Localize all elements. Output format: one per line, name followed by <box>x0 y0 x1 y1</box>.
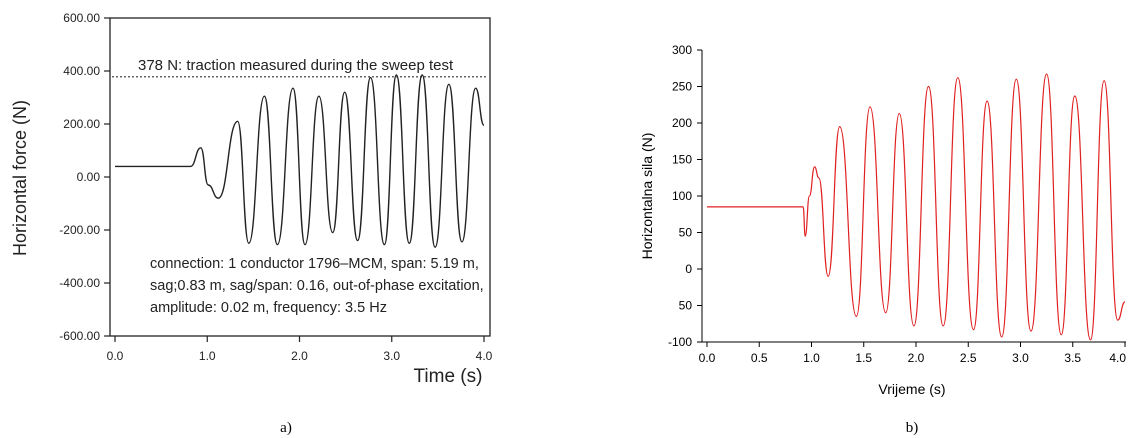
chart-b-y-tick-label: 50 <box>679 226 693 240</box>
panel-label-b: b) <box>906 420 919 436</box>
chart-a-annotation-line-2: sag;0.83 m, sag/span: 0.16, out-of-phase… <box>150 278 484 294</box>
chart-a-y-tick-label: 200.00 <box>63 117 100 131</box>
chart-b-x-ticks: 0.0 0.5 1.0 1.5 2.0 2.5 3.0 3.5 4.0 <box>699 342 1126 365</box>
chart-a-y-tick-label: 600.00 <box>63 11 100 25</box>
chart-a-reference-label: 378 N: traction measured during the swee… <box>138 57 454 74</box>
chart-b-x-tick-label: 2.5 <box>960 351 977 365</box>
chart-b-y-tick-label: 0 <box>685 262 692 276</box>
chart-a-y-tick-label: 0.00 <box>77 170 101 184</box>
chart-a-y-ticks: 600.00 400.00 200.00 0.00 -200.00 -400.00 -600… <box>59 11 110 343</box>
chart-b-y-axis-label: Horizontalna sila (N) <box>639 133 655 260</box>
chart-b-y-tick-label: 50 <box>679 299 693 313</box>
chart-a-x-ticks: 0.0 1.0 2.0 3.0 4.0 <box>107 336 493 363</box>
chart-b-x-tick-label: 3.5 <box>1064 351 1081 365</box>
chart-a-x-tick-label: 2.0 <box>291 349 308 363</box>
chart-a-y-tick-label: -200.00 <box>59 223 100 237</box>
chart-b-x-tick-label: 1.5 <box>855 351 872 365</box>
chart-b-y-tick-label: 200 <box>672 116 692 130</box>
chart-b-x-tick-label: 3.0 <box>1012 351 1029 365</box>
chart-b-y-ticks: 300 250 200 150 100 50 0 50 -100 <box>668 43 702 349</box>
chart-a-y-tick-label: -400.00 <box>59 276 100 290</box>
chart-a-x-tick-label: 3.0 <box>383 349 400 363</box>
chart-b: 300 250 200 150 100 50 0 50 -100 0.0 0.5 1.0 1.5 2.0… <box>639 43 1126 397</box>
chart-a-x-tick-label: 4.0 <box>476 349 493 363</box>
chart-b-y-tick-label: 300 <box>672 43 692 57</box>
chart-a-y-tick-label: -600.00 <box>59 329 100 343</box>
chart-a-y-axis-label: Horizontal force (N) <box>10 100 30 256</box>
panel-label-a: a) <box>280 420 292 436</box>
chart-b-x-tick-label: 4.0 <box>1109 351 1126 365</box>
chart-a-x-axis-label: Time (s) <box>414 366 483 387</box>
chart-b-x-axis-label: Vrijeme (s) <box>878 381 945 397</box>
chart-b-x-tick-label: 1.0 <box>803 351 820 365</box>
chart-a-annotation-line-1: connection: 1 conductor 1796–MCM, span: … <box>150 256 479 272</box>
chart-a-annotation-line-3: amplitude: 0.02 m, frequency: 3.5 Hz <box>150 300 387 316</box>
chart-b-y-tick-label: 150 <box>672 153 692 167</box>
chart-b-x-tick-label: 2.0 <box>908 351 925 365</box>
chart-b-series-line <box>707 73 1126 341</box>
chart-a: 600.00 400.00 200.00 0.00 -200.00 -400.00 -600… <box>10 11 493 387</box>
chart-b-x-tick-label: 0.5 <box>751 351 768 365</box>
chart-a-y-tick-label: 400.00 <box>63 64 100 78</box>
chart-a-series-line <box>115 74 485 248</box>
chart-a-x-tick-label: 0.0 <box>107 349 124 363</box>
chart-b-y-tick-label: 250 <box>672 80 692 94</box>
chart-b-y-tick-label: -100 <box>668 335 692 349</box>
chart-a-x-tick-label: 1.0 <box>199 349 216 363</box>
chart-b-x-tick-label: 0.0 <box>699 351 716 365</box>
chart-b-y-tick-label: 100 <box>672 189 692 203</box>
